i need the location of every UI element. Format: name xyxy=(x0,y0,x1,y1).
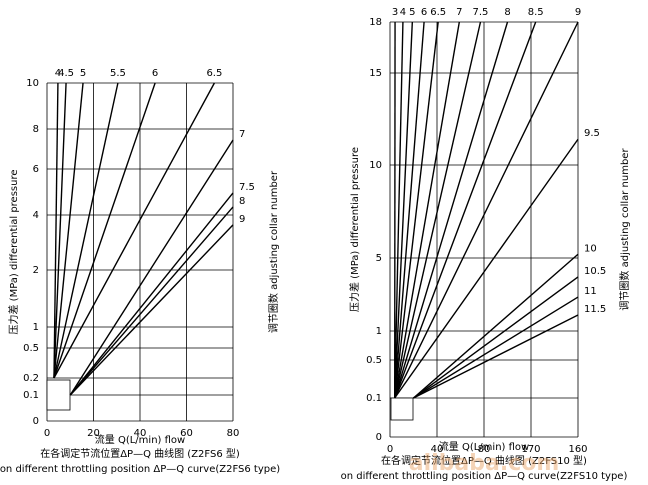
y-tick-label: 5 xyxy=(376,253,382,264)
curve xyxy=(69,206,234,396)
y-tick-label: 2 xyxy=(33,265,39,276)
curve xyxy=(69,192,234,396)
curve-label: 8.5 xyxy=(528,7,544,18)
caption: 在各调定节流位置ΔP—Q 曲线图 (Z2FS6 型) xyxy=(40,447,240,460)
y-tick-label: 1 xyxy=(376,326,382,337)
curve-label: 9 xyxy=(239,214,245,225)
y-tick-label: 0 xyxy=(376,432,382,443)
caption: 在各调定节流位置ΔP—Q 曲线图 (Z2FS10 型) xyxy=(381,454,587,467)
x-axis-title: 流量 Q(L/min) flow xyxy=(95,433,185,446)
x-tick-label: 160 xyxy=(568,444,587,455)
curve-label: 6 xyxy=(421,7,427,18)
curve xyxy=(413,253,579,399)
y-tick-label: 4 xyxy=(33,210,39,221)
y-axis-title: 压力差 (MPa) differential pressure xyxy=(7,169,20,334)
curve-label: 8 xyxy=(504,7,510,18)
curve xyxy=(394,21,439,399)
curve-label: 7 xyxy=(456,7,462,18)
curve xyxy=(413,314,579,399)
x-tick-label: 40 xyxy=(431,444,444,455)
x-tick-label: 0 xyxy=(387,444,393,455)
y-tick-label: 18 xyxy=(369,17,382,28)
curve xyxy=(69,139,234,396)
origin-box xyxy=(390,397,414,421)
curve-label: 7.5 xyxy=(239,182,255,193)
curve-label: 8 xyxy=(239,196,245,207)
caption: on different throttling position ΔP—Q cu… xyxy=(0,464,280,475)
curve-label: 3 xyxy=(392,7,398,18)
right-axis-title: 调节圈数 adjusting collar number xyxy=(267,170,280,333)
curve xyxy=(394,21,461,399)
y-tick-label: 0.5 xyxy=(23,343,39,354)
curve-label: 4.5 xyxy=(58,68,74,79)
curve-label: 10 xyxy=(584,243,597,254)
curve xyxy=(53,82,156,379)
x-tick-label: 80 xyxy=(478,444,491,455)
curve xyxy=(53,82,84,379)
curve-label: 4 xyxy=(55,68,61,79)
curve-label: 4 xyxy=(400,7,406,18)
curve xyxy=(394,21,414,399)
curve xyxy=(394,138,579,399)
curve-label: 9.5 xyxy=(584,128,600,139)
x-tick-label: 170 xyxy=(521,444,540,455)
right-axis-title: 调节圈数 adjusting collar number xyxy=(618,148,631,311)
curve-label: 6 xyxy=(152,68,158,79)
curve-label: 5 xyxy=(80,68,86,79)
y-tick-label: 0.1 xyxy=(23,390,39,401)
curve xyxy=(69,224,234,396)
y-tick-label: 0 xyxy=(33,416,39,427)
y-tick-label: 1 xyxy=(33,322,39,333)
curve-label: 6.5 xyxy=(206,68,222,79)
curve xyxy=(53,82,67,379)
y-tick-label: 6 xyxy=(33,164,39,175)
curve-label: 11 xyxy=(584,286,597,297)
x-tick-label: 20 xyxy=(87,428,100,439)
curve-label: 9 xyxy=(575,7,581,18)
x-axis-title: 流量 Q(L/min) flow xyxy=(439,440,529,453)
curve xyxy=(394,21,482,399)
origin-box xyxy=(46,379,71,411)
curve xyxy=(53,82,216,379)
curve xyxy=(394,21,509,399)
x-tick-label: 80 xyxy=(227,428,240,439)
y-tick-label: 8 xyxy=(33,124,39,135)
curve-label: 5.5 xyxy=(110,68,126,79)
curve xyxy=(394,21,404,399)
curve-label: 5 xyxy=(409,7,415,18)
curve-label: 7.5 xyxy=(473,7,489,18)
curve xyxy=(53,82,59,379)
curve xyxy=(413,276,579,399)
y-tick-label: 0.5 xyxy=(366,355,382,366)
x-tick-label: 60 xyxy=(180,428,193,439)
curve xyxy=(394,21,537,399)
curve-label: 10.5 xyxy=(584,266,606,277)
y-tick-label: 0.2 xyxy=(23,373,39,384)
y-tick-label: 10 xyxy=(26,78,39,89)
curve xyxy=(53,82,119,379)
y-axis-title: 压力差 (MPa) differential pressure xyxy=(348,147,361,312)
curve xyxy=(394,21,425,399)
curve xyxy=(394,21,579,399)
curve-label: 6.5 xyxy=(430,7,446,18)
x-tick-label: 0 xyxy=(44,428,50,439)
curve-label: 11.5 xyxy=(584,304,606,315)
x-tick-label: 40 xyxy=(134,428,147,439)
curve-label: 7 xyxy=(239,129,245,140)
y-tick-label: 0.1 xyxy=(366,393,382,404)
watermark: alibaba.com xyxy=(409,451,560,476)
caption: on different throttling position ΔP—Q cu… xyxy=(341,471,628,482)
curve xyxy=(413,296,579,399)
y-tick-label: 10 xyxy=(369,160,382,171)
y-tick-label: 15 xyxy=(369,68,382,79)
